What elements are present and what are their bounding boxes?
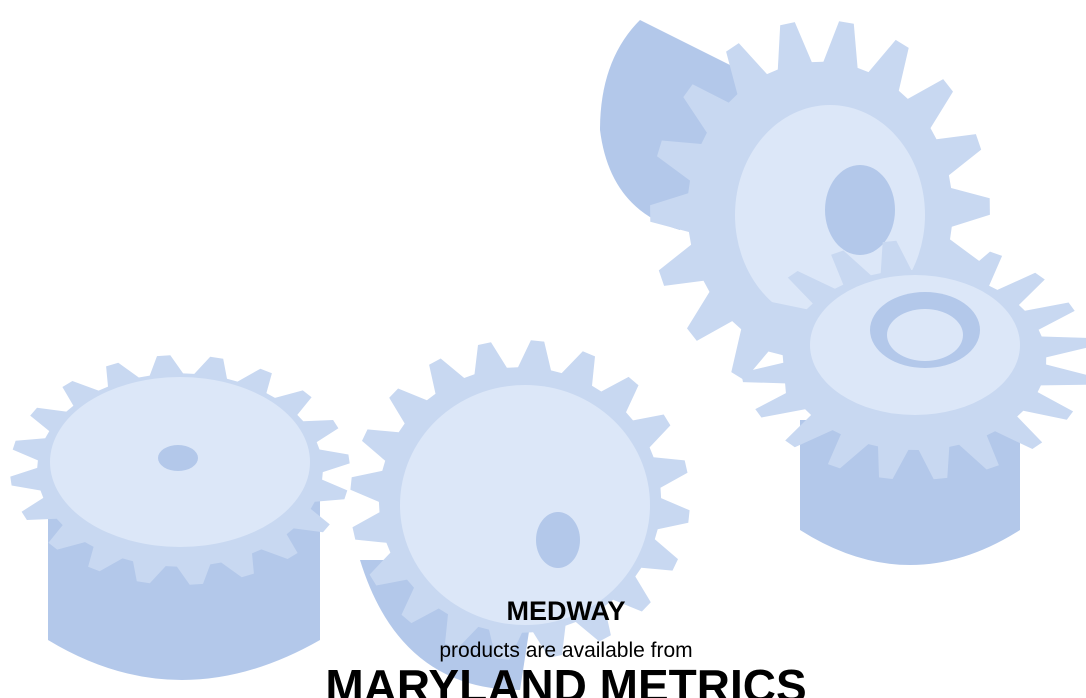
gear-body <box>800 420 1020 565</box>
gear-illustration <box>10 20 1086 690</box>
gear-bore <box>825 165 895 255</box>
tagline: products are available from <box>439 639 692 662</box>
gear-bore <box>536 512 580 568</box>
gear-face <box>400 385 650 625</box>
gear-bore <box>158 445 198 471</box>
company-name: MARYLAND METRICS <box>325 660 806 698</box>
brand-name: MEDWAY <box>506 596 625 626</box>
gear-body <box>600 20 760 230</box>
gear-bore-inner <box>887 309 963 361</box>
